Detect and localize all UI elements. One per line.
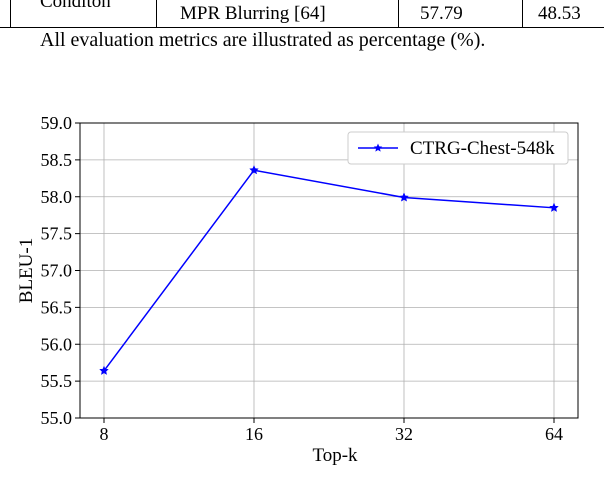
data-point-marker [549,202,559,212]
y-tick-label: 59.0 [41,113,73,133]
y-tick-label: 55.0 [41,408,73,428]
y-tick-label: 56.5 [41,297,73,317]
y-tick-label: 58.0 [41,187,73,207]
y-tick-label: 56.0 [41,334,73,354]
table-method-cell: MPR Blurring [64] [180,3,326,24]
y-tick-label: 58.5 [41,150,73,170]
table-value-cell-1: 57.79 [420,3,463,24]
chart-series [99,165,559,375]
x-tick-label: 8 [100,424,109,444]
legend-marker-sample [373,143,383,152]
chart-grid [80,122,578,419]
data-point-marker [249,165,259,175]
table-note: All evaluation metrics are illustrated a… [40,29,486,51]
series-line [103,169,555,372]
y-tick-label: 57.5 [41,224,73,244]
x-tick-label: 16 [245,424,263,444]
y-tick-label: 55.5 [41,371,73,391]
x-tick-label: 64 [545,424,563,444]
y-axis-ticks: 55.0 55.5 56.0 56.5 57.0 57.5 58.0 58.5 59.0 [41,113,80,428]
data-point-marker [399,192,409,202]
x-tick-label: 32 [395,424,413,444]
y-tick-label: 57.0 [41,261,73,281]
results-table-fragment: Conditon MPR Blurring [64] 57.79 48.53 [0,0,604,28]
legend-label: CTRG-Chest-548k [410,138,555,159]
table-bottom-rule [0,27,604,28]
table-divider-1 [156,0,157,28]
table-value-cell-2: 48.53 [538,3,581,24]
table-divider-3 [522,0,523,28]
y-axis-label: BLEU-1 [16,238,37,303]
chart-legend: CTRG-Chest-548k [347,131,569,165]
table-left-border [10,0,11,28]
x-axis-ticks: 8 16 32 64 [100,418,563,444]
data-point-marker [99,365,109,375]
legend-box [347,131,569,165]
x-axis-label: Top-k [312,445,358,466]
table-divider-2 [398,0,399,28]
table-row-header: Conditon [40,0,111,12]
